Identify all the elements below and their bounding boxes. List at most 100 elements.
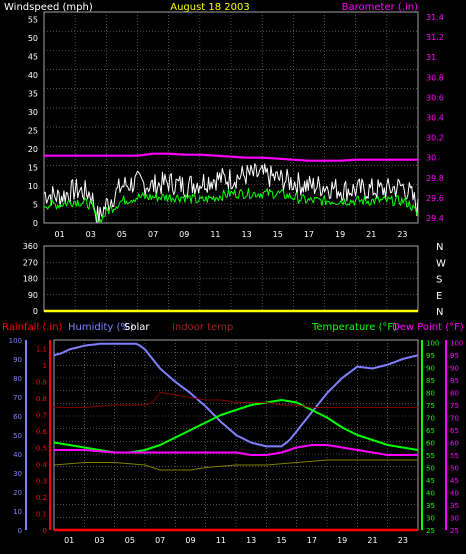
temperature-ytick: 80 [426,390,435,398]
gust-line [43,187,419,224]
compass-label: E [436,291,442,302]
wind-ytick: 35 [28,89,38,98]
wind-panel-xtick: 07 [148,230,158,239]
temperature-ytick: 90 [426,365,435,373]
dewpoint-ytick: 50 [450,465,459,473]
dewpoint-ytick: 30 [450,515,459,523]
barometer-ytick: 29.4 [426,214,444,223]
wind-ytick: 15 [28,163,38,172]
wind-ytick: 55 [28,15,38,24]
temperature-ytick: 25 [426,527,435,535]
temperature-ytick: 40 [426,490,435,498]
temperature-ytick: 65 [426,427,435,435]
wind-ytick: 50 [28,34,38,43]
barometer-ytick: 30 [426,154,436,163]
humidity-ytick: 0 [18,527,22,535]
dewpoint-ytick: 100 [450,340,463,348]
rainfall-label: Rainfall (.in) [2,322,63,333]
humidity-ytick: 10 [13,508,22,516]
rain-ytick: 1.1 [36,345,47,353]
rain-ytick: 1 [43,362,47,370]
wind-panel-xtick: 21 [366,230,376,239]
climate-panel-xtick: 13 [246,536,256,545]
wind-panel-xtick: 19 [335,230,345,239]
wind-ytick: 5 [33,200,38,209]
barometer-header-label: Barometer (.in) [342,2,418,13]
wind-ytick: 10 [28,182,38,191]
rain-ytick: 0.1 [36,510,47,518]
date-header-label: August 18 2003 [170,2,250,13]
dewpoint-label: Dew Point (°F) [392,322,464,333]
temperature-ytick: 70 [426,415,435,423]
wind-ytick: 45 [28,52,38,61]
indoor-line [54,392,418,408]
humidity-label: Humidity (%) [68,322,134,333]
temperature-ytick: 95 [426,352,435,360]
dewpoint-ytick: 85 [450,377,459,385]
extra-line [53,459,418,471]
wind-panel-xtick: 11 [210,230,220,239]
rain-ytick: 0.8 [36,395,47,403]
climate-panel-xtick: 05 [125,536,135,545]
dewpoint-ytick: 60 [450,440,459,448]
wind-panel-xtick: 01 [54,230,64,239]
barometer-ytick: 31.4 [426,13,444,22]
wind-panel-xtick: 09 [179,230,189,239]
barometer-ytick: 29.6 [426,194,444,203]
compass-label: N [436,242,443,253]
indoor-temp-label: Indoor temp [172,322,233,333]
compass-label: S [436,275,442,286]
rain-ytick: 0.6 [36,428,48,436]
solar-label: Solar [124,322,150,333]
humidity-ytick: 30 [13,470,22,478]
wind-barometer-panel: 051015202530354045505529.429.629.83030.2… [28,11,444,239]
dewpoint-ytick: 75 [450,402,459,410]
temperature-ytick: 50 [426,465,435,473]
wind-panel-xtick: 15 [273,230,283,239]
humidity-ytick: 80 [13,375,22,383]
dewpoint-line [54,444,418,456]
temperature-ytick: 55 [426,452,435,460]
humidity-ytick: 100 [9,337,22,345]
humidity-ytick: 50 [13,432,22,440]
compass-label: N [436,307,443,318]
rain-ytick: 0.7 [36,411,47,419]
direction-ytick: 360 [23,242,38,251]
wind-ytick: 0 [33,219,38,228]
barometer-ytick: 30.2 [426,134,444,143]
temperature-ytick: 100 [426,340,439,348]
climate-panel-xtick: 23 [398,536,408,545]
wind-panel-xtick: 13 [241,230,251,239]
windspeed-header-label: Windspeed (mph) [4,2,93,13]
dewpoint-ytick: 80 [450,390,459,398]
temperature-ytick: 30 [426,515,435,523]
climate-panel-xtick: 09 [185,536,195,545]
dewpoint-ytick: 70 [450,415,459,423]
wind-panel-xtick: 17 [304,230,314,239]
rain-ytick: 0.5 [36,444,47,452]
temperature-ytick: 35 [426,502,435,510]
wind-ytick: 20 [28,145,38,154]
wind-ytick: 30 [28,108,38,117]
temperature-label: Temperature (°F) [311,322,397,333]
direction-ytick: 0 [33,307,38,316]
dewpoint-ytick: 45 [450,477,459,485]
dewpoint-ytick: 55 [450,452,459,460]
climate-panel-xtick: 11 [216,536,226,545]
temperature-ytick: 45 [426,477,435,485]
direction-ytick: 270 [23,258,38,267]
climate-panel-xtick: 15 [276,536,286,545]
rain-ytick: 0.4 [36,461,48,469]
rain-ytick: 0.3 [36,477,47,485]
wind-ytick: 40 [28,71,38,80]
climate-panel-xtick: 21 [367,536,377,545]
dewpoint-ytick: 65 [450,427,459,435]
temperature-ytick: 60 [426,440,435,448]
barometer-line [44,152,418,162]
humidity-ytick: 70 [13,394,22,402]
humidity-ytick: 60 [13,413,22,421]
wind-line [43,163,419,224]
